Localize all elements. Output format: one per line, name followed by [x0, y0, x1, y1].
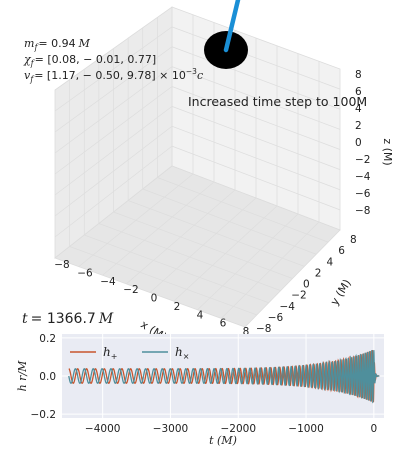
x-tick-label: −2000: [220, 423, 256, 435]
z-tick-label: −8: [355, 205, 370, 217]
z-axis-label: z (M): [381, 138, 394, 165]
y-tick-label: 0.2: [39, 333, 56, 345]
remnant-spin: χf= [0.08, − 0.01, 0.77]: [23, 53, 156, 68]
y-tick-label: 8: [350, 234, 357, 246]
y-tick-label: 4: [327, 256, 334, 268]
pane-gridline: [171, 86, 341, 150]
y-axis-label: h r/M: [16, 360, 29, 392]
x-tick-label: 6: [220, 318, 227, 330]
series-h-cross: [68, 350, 380, 404]
y-tick-label: 2: [315, 267, 322, 279]
x-tick-label: −6: [77, 267, 93, 279]
x-tick-label: −8: [54, 259, 69, 271]
x-tick-label: 4: [197, 309, 204, 321]
x-tick-labels: −8 −6 −4 −2 0 2 4 6 8: [54, 259, 249, 338]
y-tick-label: −8: [256, 323, 271, 335]
z-tick-label: 8: [355, 69, 362, 81]
z-tick-label: 4: [355, 103, 362, 115]
y-tick-label: −6: [268, 312, 284, 324]
z-tick-label: 2: [355, 120, 362, 132]
legend-h-plus-label: h+: [103, 345, 117, 361]
remnant-kick: vf= [1.17, − 0.50, 9.78] × 10−3c: [24, 67, 203, 84]
x-axis-label: t (M): [209, 434, 237, 447]
x-tick-label: 8: [243, 326, 250, 338]
x-tick-label: −2: [123, 284, 138, 296]
pane-gridline: [171, 106, 341, 170]
pane-gridline: [221, 221, 320, 319]
pane-gridline: [149, 197, 257, 293]
floor-pane: [54, 165, 341, 328]
remnant-properties: mf= 0.94 M χf= [0.08, − 0.01, 0.77] vf= […: [23, 37, 203, 84]
x-tick-label: −3000: [153, 423, 189, 435]
spin-arrow: [223, 0, 241, 53]
pane-gridline: [128, 200, 305, 267]
y-tick-label: −4: [280, 301, 296, 313]
z-tick-label: −2: [355, 154, 370, 166]
x-tick-label: 0: [151, 293, 158, 305]
pane-gridline: [173, 205, 278, 302]
pane-gridline: [54, 125, 173, 217]
pane-grid: [54, 14, 341, 319]
x-tick-label: −4: [100, 276, 116, 288]
x-tick-labels: −4000 −3000 −2000 −1000 0: [85, 423, 377, 435]
pane-gridline: [142, 188, 317, 255]
z-tick-labels: 8 6 4 2 0 −2 −4 −6 −8: [355, 69, 371, 217]
y-tick-label: −0.2: [31, 409, 57, 421]
pane-gridline: [197, 213, 299, 311]
z-tick-label: 0: [355, 137, 362, 149]
z-tick-label: −6: [355, 188, 371, 200]
pane-gridline: [171, 125, 341, 191]
time-label: t = 1366.7 M: [22, 311, 114, 327]
x-tick-label: 0: [370, 423, 377, 435]
pane-gridline: [171, 145, 341, 211]
y-tick-label: 0: [303, 279, 310, 291]
pane-gridline: [54, 145, 173, 238]
y-axis-label: y (M): [328, 277, 354, 308]
x-tick-label: −1000: [288, 423, 324, 435]
remnant-black-hole: [204, 0, 248, 69]
x-tick-label: 2: [174, 301, 181, 313]
pane-gridline: [54, 106, 173, 196]
z-tick-label: −4: [355, 171, 371, 183]
annotation: Increased time step to 100M: [188, 94, 367, 109]
waveform-chart: −4000 −3000 −2000 −1000 0 0.2 0.0 −0.2 t (M) h…: [16, 333, 384, 447]
y-tick-label: −2: [291, 290, 306, 302]
y-tick-labels: 0.2 0.0 −0.2: [31, 333, 57, 421]
x-tick-label: −4000: [85, 423, 121, 435]
pane-gridline: [54, 86, 173, 175]
y-tick-label: 6: [338, 245, 345, 257]
pane-gridline: [157, 177, 329, 243]
legend-h-cross-label: h×: [175, 345, 189, 361]
remnant-mass: mf= 0.94 M: [24, 37, 91, 52]
legend: h+ h×: [70, 345, 189, 361]
y-tick-label: 0.0: [39, 371, 56, 383]
z-tick-label: 6: [355, 86, 362, 98]
